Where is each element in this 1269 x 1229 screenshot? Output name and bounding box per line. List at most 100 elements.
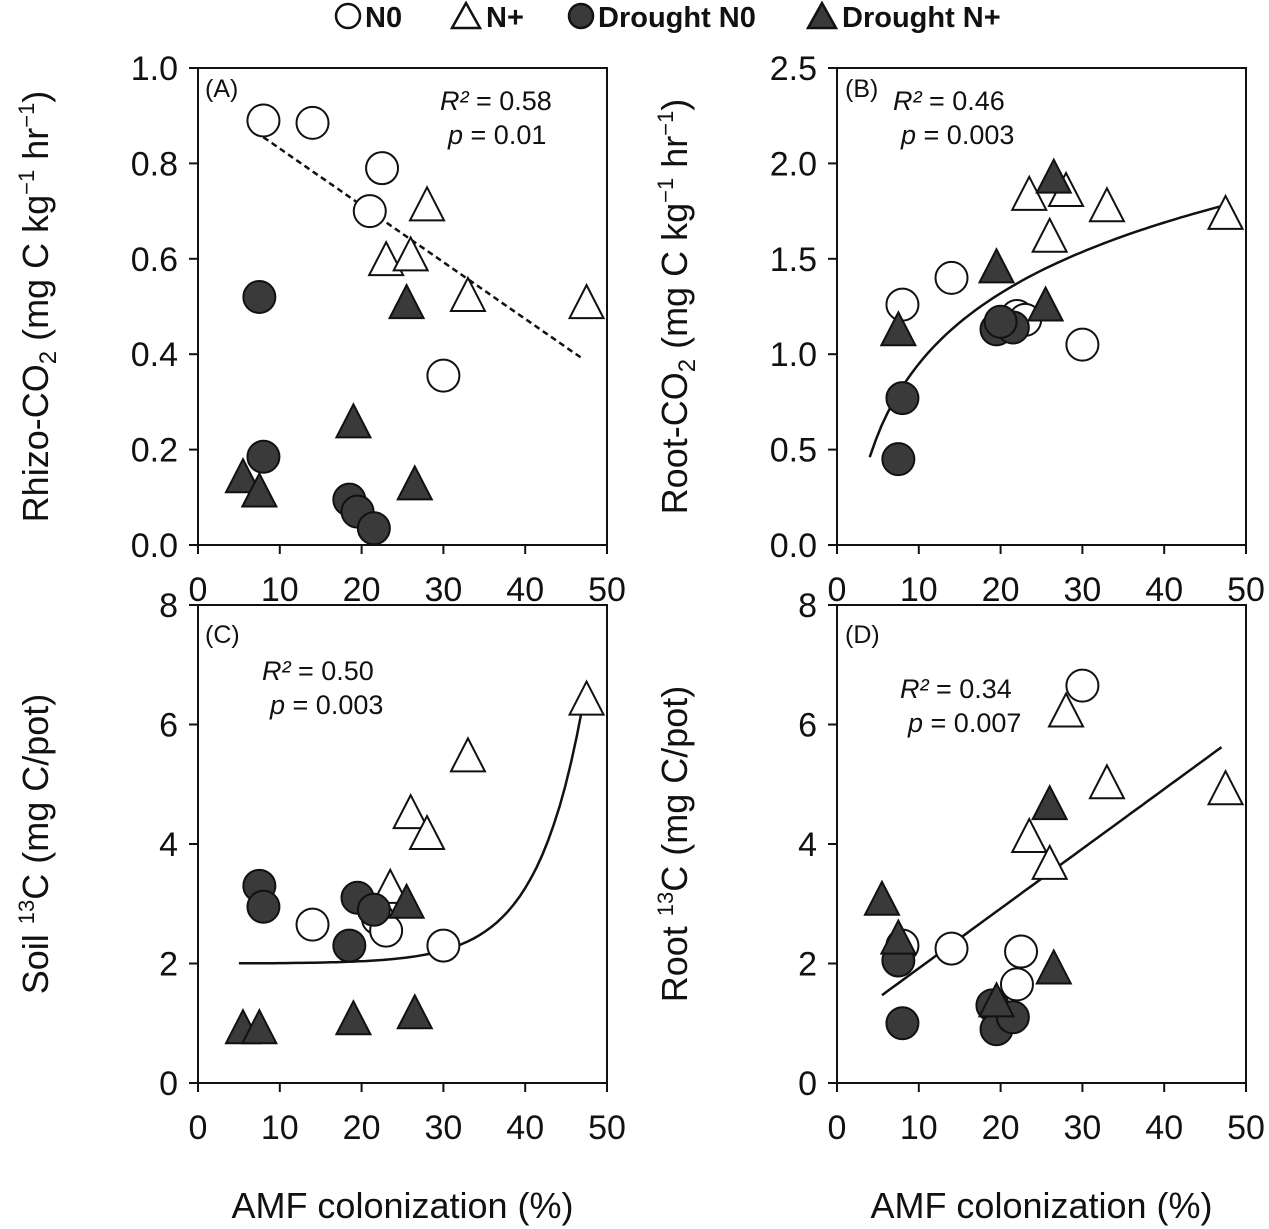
legend-label-drought-n0: Drought N0	[598, 2, 756, 34]
r-squared-label: R² = 0.34	[900, 674, 1012, 704]
point-n0	[426, 358, 461, 393]
y-tick-label: 6	[159, 707, 178, 745]
y-tick-label: 1.0	[770, 336, 817, 374]
y-axis-label: Root 13C (mg C/pot)	[653, 686, 695, 1003]
legend: N0 N+ Drought N0 Drought N+	[334, 0, 1001, 34]
point-n0	[1004, 934, 1039, 969]
y-tick-label: 0.6	[131, 241, 178, 279]
point-nplus	[392, 792, 430, 830]
point-drought-nplus	[1031, 783, 1069, 821]
p-value-label: p = 0.003	[269, 690, 383, 720]
fit-line	[238, 706, 584, 965]
point-n0	[426, 928, 461, 963]
y-tick-label: 0.0	[770, 527, 817, 565]
point-nplus	[1088, 763, 1126, 800]
point-nplus	[1206, 769, 1245, 806]
legend-marker-open-circle	[334, 2, 362, 30]
x-tick-label: 0	[189, 571, 208, 609]
x-tick-label: 40	[1145, 1109, 1183, 1147]
y-axis-label: Soil 13C (mg C/pot)	[14, 694, 56, 995]
x-tick-label: 20	[982, 571, 1020, 609]
point-nplus	[1047, 691, 1085, 728]
plot-frame	[197, 67, 608, 546]
legend-item-drought-n0: Drought N0	[567, 2, 756, 34]
point-nplus	[449, 275, 487, 312]
x-tick-label: 10	[900, 1109, 938, 1147]
legend-label-n0: N0	[365, 2, 402, 34]
point-drought-nplus	[224, 457, 262, 494]
panel-label: (A)	[205, 75, 238, 103]
y-tick-label: 6	[798, 707, 817, 745]
legend-label-nplus: N+	[486, 2, 524, 34]
point-drought-nplus	[387, 882, 426, 919]
x-tick-label: 10	[261, 571, 299, 609]
point-n0	[934, 931, 969, 966]
point-drought-nplus	[1035, 157, 1073, 194]
point-n0	[365, 151, 400, 186]
x-tick-label: 0	[828, 1109, 847, 1147]
point-n0	[885, 287, 920, 322]
point-nplus	[1088, 186, 1126, 223]
p-value-label: p = 0.007	[907, 708, 1021, 738]
panel-label: (B)	[845, 75, 878, 103]
y-tick-label: 1.5	[770, 241, 817, 279]
r-squared-label: R² = 0.50	[262, 656, 374, 686]
x-tick-label: 40	[1145, 571, 1183, 609]
x-tick-label: 0	[828, 571, 847, 609]
x-tick-label: 0	[189, 1109, 208, 1147]
x-tick-label: 30	[1063, 1109, 1101, 1147]
legend-label-drought-nplus: Drought N+	[842, 2, 1001, 34]
x-tick-label: 10	[900, 571, 938, 609]
panel-c: 0 2 4 6 8 0 10 20 30 40 50 Soil 13C (mg C/pot) AMF c…	[14, 587, 626, 1226]
point-drought-nplus	[977, 981, 1016, 1018]
point-drought-nplus	[1035, 948, 1073, 985]
x-tick-label: 30	[424, 571, 462, 609]
point-nplus	[371, 867, 409, 904]
x-tick-label: 40	[506, 1109, 544, 1147]
point-n0	[1065, 668, 1100, 703]
y-tick-label: 0	[798, 1065, 817, 1103]
point-drought-n0	[885, 1006, 920, 1041]
y-tick-label: 0	[159, 1065, 178, 1103]
point-nplus	[408, 185, 446, 222]
point-nplus	[1031, 216, 1069, 253]
r-squared-label: R² = 0.58	[440, 86, 552, 116]
panel-b: 0.0 0.5 1.0 1.5 2.0 2.5 0 10 20 30 40 50 Root-CO2 (m…	[653, 50, 1265, 609]
legend-item-drought-nplus: Drought N+	[805, 0, 1001, 34]
point-drought-nplus	[977, 247, 1016, 284]
point-nplus	[392, 235, 430, 272]
point-drought-n0	[983, 304, 1018, 339]
point-nplus	[567, 282, 606, 320]
x-tick-label: 20	[343, 571, 381, 609]
y-tick-label: 0.8	[131, 145, 178, 183]
point-drought-n0	[242, 279, 277, 314]
x-tick-label: 50	[1227, 571, 1265, 609]
point-n0	[999, 967, 1034, 1002]
x-tick-label: 50	[1227, 1109, 1265, 1147]
x-tick-label: 20	[982, 1109, 1020, 1147]
y-tick-label: 4	[159, 826, 178, 864]
x-tick-label: 50	[588, 1109, 626, 1147]
point-drought-nplus	[396, 993, 434, 1030]
x-tick-label: 30	[424, 1109, 462, 1147]
point-drought-nplus	[387, 282, 426, 320]
point-drought-n0	[356, 892, 391, 927]
point-drought-n0	[246, 889, 281, 924]
y-tick-label: 2	[798, 946, 817, 984]
y-tick-label: 0.5	[770, 432, 817, 470]
legend-marker-filled-circle	[567, 2, 595, 30]
legend-item-nplus: N+	[449, 0, 524, 34]
x-tick-label: 50	[588, 571, 626, 609]
y-tick-label: 2.0	[770, 145, 817, 183]
point-drought-nplus	[240, 471, 278, 508]
point-nplus	[1206, 193, 1245, 230]
point-drought-nplus	[1026, 285, 1065, 322]
point-drought-n0	[356, 511, 391, 546]
panel-label: (C)	[205, 621, 240, 649]
x-axis-label: AMF colonization (%)	[870, 1185, 1212, 1226]
y-axis-label: Rhizo-CO2 (mg C kg−1 hr−1)	[14, 91, 62, 523]
fit-line	[262, 136, 584, 360]
x-axis-label: AMF colonization (%)	[231, 1185, 573, 1226]
y-tick-label: 0.0	[131, 527, 178, 565]
